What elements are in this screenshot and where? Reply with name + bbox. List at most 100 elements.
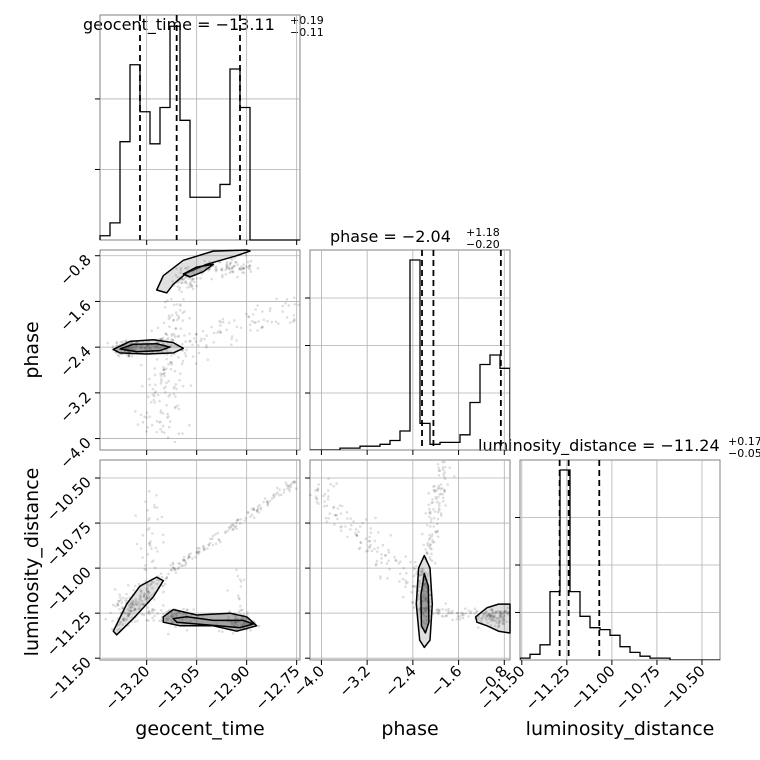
- scatter-point: [127, 354, 131, 358]
- scatter-point: [123, 612, 127, 615]
- scatter-point: [276, 491, 279, 495]
- scatter-point: [132, 589, 135, 592]
- scatter-point: [335, 514, 338, 517]
- scatter-point: [235, 568, 238, 572]
- scatter-point: [199, 277, 202, 280]
- scatter-point: [150, 560, 154, 564]
- scatter-point: [119, 620, 123, 624]
- scatter-point: [358, 546, 362, 550]
- scatter-point: [139, 547, 143, 550]
- scatter-point: [146, 589, 150, 593]
- scatter-point: [244, 617, 248, 621]
- scatter-point: [442, 615, 445, 618]
- scatter-point: [254, 308, 257, 311]
- scatter-point: [425, 586, 429, 589]
- scatter-point: [156, 393, 160, 397]
- scatter-point: [420, 573, 423, 576]
- scatter-point: [398, 572, 402, 575]
- scatter-point: [469, 611, 472, 615]
- scatter-point: [236, 263, 239, 266]
- scatter-point: [428, 533, 431, 537]
- scatter-point: [231, 270, 235, 273]
- scatter-point: [437, 484, 441, 488]
- scatter-point: [404, 585, 407, 589]
- scatter-point: [231, 266, 234, 270]
- scatter-point: [384, 554, 387, 557]
- scatter-point: [248, 268, 252, 271]
- scatter-point: [141, 556, 144, 559]
- scatter-point: [485, 614, 489, 618]
- scatter-point: [167, 425, 171, 429]
- scatter-point: [419, 582, 422, 585]
- scatter-point: [118, 593, 121, 596]
- scatter-point: [156, 612, 159, 615]
- scatter-point: [323, 500, 326, 503]
- scatter-point: [401, 577, 405, 581]
- scatter-point: [499, 613, 502, 617]
- scatter-point: [443, 471, 447, 474]
- scatter-point: [146, 345, 149, 348]
- scatter-point: [227, 265, 231, 269]
- scatter-point: [219, 320, 222, 324]
- scatter-point: [221, 320, 225, 324]
- scatter-point: [482, 612, 485, 615]
- scatter-point: [118, 622, 122, 625]
- scatter-point: [173, 406, 177, 410]
- scatter-point: [219, 268, 223, 272]
- scatter-point: [369, 543, 373, 547]
- scatter-point: [174, 327, 177, 330]
- scatter-point: [502, 614, 506, 617]
- scatter-point: [191, 355, 195, 358]
- scatter-point: [113, 588, 117, 591]
- scatter-point: [240, 268, 243, 271]
- scatter-point: [325, 504, 329, 508]
- scatter-point: [127, 614, 130, 617]
- scatter-point: [170, 612, 174, 615]
- scatter-point: [174, 612, 178, 616]
- scatter-point: [148, 383, 151, 387]
- scatter-point: [491, 611, 495, 614]
- scatter-point: [162, 321, 166, 325]
- scatter-point: [203, 259, 206, 263]
- scatter-point: [182, 612, 185, 615]
- scatter-point: [437, 609, 441, 612]
- scatter-point: [327, 477, 330, 481]
- scatter-point: [163, 371, 166, 375]
- scatter-point: [158, 421, 161, 424]
- scatter-point: [161, 341, 164, 345]
- scatter-point: [252, 508, 256, 512]
- scatter-point: [142, 594, 146, 597]
- scatter-point: [147, 596, 150, 599]
- scatter-point: [170, 361, 174, 364]
- scatter-point: [155, 358, 159, 361]
- scatter-point: [195, 276, 199, 280]
- scatter-point: [368, 546, 371, 549]
- scatter-point: [333, 513, 337, 517]
- scatter-point: [115, 340, 119, 344]
- scatter-point: [238, 620, 241, 624]
- scatter-point: [292, 320, 295, 323]
- scatter-point: [122, 617, 126, 621]
- scatter-point: [221, 317, 225, 321]
- scatter-point: [203, 547, 206, 550]
- scatter-point: [183, 352, 187, 355]
- scatter-point: [134, 514, 137, 517]
- scatter-point: [423, 615, 426, 618]
- scatter-point: [126, 354, 130, 357]
- scatter-point: [190, 285, 194, 288]
- scatter-point: [179, 327, 183, 331]
- scatter-point: [483, 612, 487, 616]
- scatter-point: [376, 546, 380, 549]
- scatter-point: [190, 277, 193, 281]
- scatter-point: [469, 610, 473, 614]
- scatter-point: [142, 613, 146, 617]
- scatter-point: [262, 500, 265, 504]
- scatter-point: [428, 543, 432, 546]
- density-contour: [420, 572, 430, 634]
- scatter-point: [500, 618, 504, 622]
- scatter-point: [169, 563, 172, 567]
- scatter-point: [288, 487, 291, 491]
- scatter-point: [147, 542, 151, 545]
- density-contour: [112, 576, 165, 636]
- histograms: [99, 25, 720, 660]
